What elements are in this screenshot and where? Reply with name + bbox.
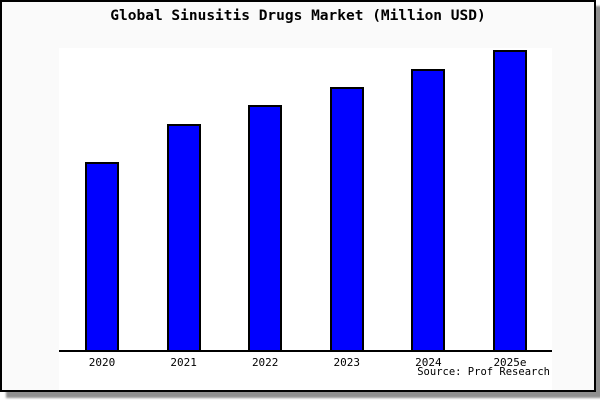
chart-figure: 2020 2021 2022 2023 2024 2025e Global Sinusit… bbox=[0, 0, 596, 392]
bar-2024 bbox=[411, 68, 446, 350]
chart-title: Global Sinusitis Drugs Market (Million U… bbox=[110, 8, 486, 24]
bar-2023 bbox=[329, 86, 364, 350]
x-tick-label-2022: 2022 bbox=[251, 356, 279, 369]
source-credit: Source: Prof Research bbox=[417, 366, 550, 378]
plot-area bbox=[59, 48, 552, 352]
x-tick-label-2025e: 2025e bbox=[493, 356, 527, 369]
x-tick-label-2020: 2020 bbox=[88, 356, 116, 369]
below-axis-strip bbox=[59, 352, 552, 390]
x-tick-label-2024: 2024 bbox=[415, 356, 442, 369]
bar-2020 bbox=[85, 161, 119, 350]
x-tick-label-2023: 2023 bbox=[333, 356, 361, 369]
bar-2021 bbox=[166, 124, 201, 350]
x-tick-label-2021: 2021 bbox=[170, 356, 197, 369]
bar-2022 bbox=[248, 105, 283, 350]
bar-2025e bbox=[493, 50, 527, 350]
